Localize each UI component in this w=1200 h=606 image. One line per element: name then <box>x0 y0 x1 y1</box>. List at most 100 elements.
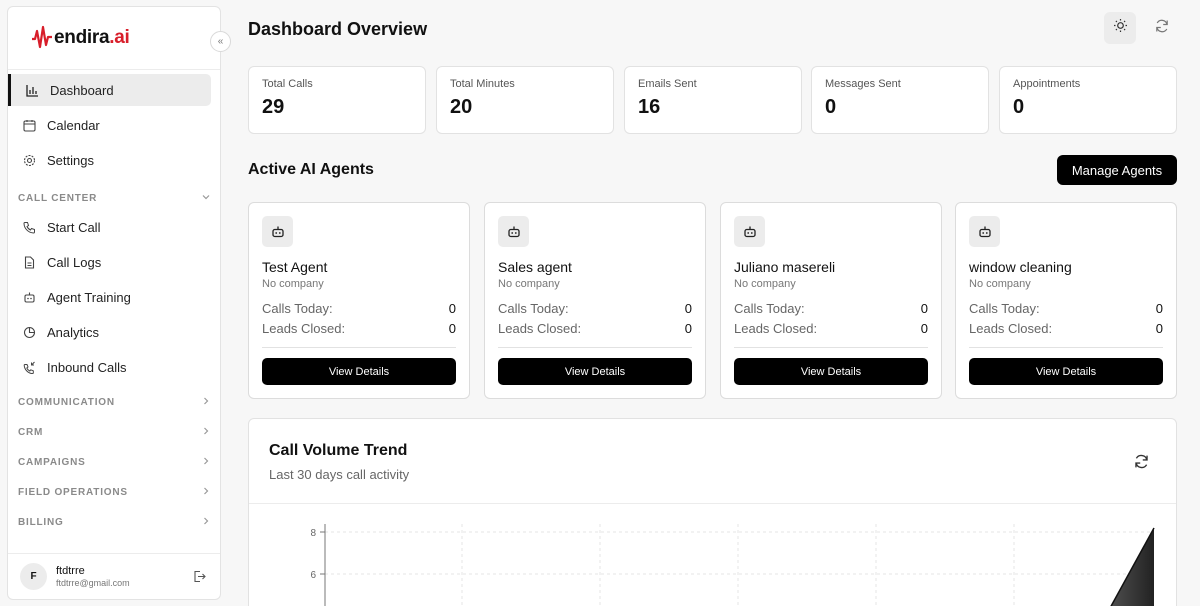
sidebar-item-inbound-calls[interactable]: Inbound Calls <box>8 351 211 383</box>
page-title: Dashboard Overview <box>248 19 428 39</box>
sidebar-item-dashboard[interactable]: Dashboard <box>8 74 211 106</box>
sidebar-item-label: Analytics <box>47 324 100 340</box>
leads-closed-row: Leads Closed: 0 <box>969 321 1163 337</box>
sidebar-item-label: Start Call <box>47 219 101 235</box>
chevron-right-icon <box>201 425 211 439</box>
sidebar-item-label: Settings <box>47 152 94 168</box>
manage-agents-button[interactable]: Manage Agents <box>1057 155 1177 185</box>
leads-closed-value: 0 <box>920 321 928 336</box>
stat-value: 29 <box>262 96 285 118</box>
y-tick-label: 6 <box>310 570 316 581</box>
sidebar: endira.ai « Dashboard Calendar Settings … <box>7 6 231 600</box>
refresh-icon <box>1154 18 1170 39</box>
divider <box>734 347 928 348</box>
logo-text: endira.ai <box>54 27 130 48</box>
section-title: CALL CENTER <box>18 192 98 204</box>
robot-icon <box>969 216 1000 247</box>
calls-today-row: Calls Today: 0 <box>734 301 928 317</box>
section-field-operations[interactable]: FIELD OPERATIONS <box>18 483 211 501</box>
call-volume-chart: 8 6 <box>310 524 1155 606</box>
leads-closed-label: Leads Closed: <box>969 321 1053 336</box>
section-crm[interactable]: CRM <box>18 423 211 441</box>
sidebar-item-agent-training[interactable]: Agent Training <box>8 281 211 313</box>
section-title: CRM <box>18 426 44 438</box>
sidebar-item-label: Call Logs <box>47 254 102 270</box>
stat-card-emails-sent: Emails Sent 16 <box>624 66 802 134</box>
user-info: ftdtrre ftdtrre@gmail.com <box>56 565 130 589</box>
section-communication[interactable]: COMMUNICATION <box>18 393 211 411</box>
view-details-button[interactable]: View Details <box>498 358 692 385</box>
agent-company: No company <box>734 278 796 290</box>
document-icon <box>22 255 36 269</box>
stat-value: 0 <box>825 96 837 118</box>
view-details-button[interactable]: View Details <box>734 358 928 385</box>
avatar[interactable]: F <box>20 563 47 590</box>
gear-icon <box>22 153 36 167</box>
agent-name: Sales agent <box>498 259 572 275</box>
call-volume-chart-card: Call Volume Trend Last 30 days call acti… <box>248 418 1177 606</box>
sidebar-item-settings[interactable]: Settings <box>8 144 211 176</box>
stat-card-total-calls: Total Calls 29 <box>248 66 426 134</box>
user-name: ftdtrre <box>56 564 85 577</box>
divider <box>8 69 220 70</box>
pie-chart-icon <box>22 325 36 339</box>
robot-icon <box>262 216 293 247</box>
leads-closed-row: Leads Closed: 0 <box>262 321 456 337</box>
chevron-right-icon <box>201 395 211 409</box>
stat-label: Emails Sent <box>638 78 697 90</box>
theme-toggle-button[interactable] <box>1104 12 1136 44</box>
section-title: CAMPAIGNS <box>18 456 86 468</box>
sidebar-item-analytics[interactable]: Analytics <box>8 316 211 348</box>
chart-title: Call Volume Trend <box>269 442 408 459</box>
user-email: ftdtrre@gmail.com <box>56 577 130 588</box>
stat-label: Messages Sent <box>825 78 901 90</box>
logo[interactable]: endira.ai <box>32 25 130 51</box>
sidebar-item-calendar[interactable]: Calendar <box>8 109 211 141</box>
section-campaigns[interactable]: CAMPAIGNS <box>18 453 211 471</box>
area-series <box>1111 528 1154 606</box>
view-details-button[interactable]: View Details <box>262 358 456 385</box>
leads-closed-label: Leads Closed: <box>262 321 346 336</box>
phone-icon <box>22 220 36 234</box>
chart-grid <box>325 524 1154 606</box>
agent-card: Test Agent No company Calls Today: 0 Lead… <box>248 202 470 399</box>
sidebar-item-label: Inbound Calls <box>47 359 127 375</box>
robot-icon <box>498 216 529 247</box>
calls-today-value: 0 <box>684 301 692 316</box>
calls-today-value: 0 <box>920 301 928 316</box>
double-chevron-left-icon: « <box>217 36 224 47</box>
calls-today-label: Calls Today: <box>262 301 333 316</box>
section-title: FIELD OPERATIONS <box>18 486 128 498</box>
chevron-right-icon <box>201 515 211 529</box>
chevron-right-icon <box>201 485 211 499</box>
divider <box>249 503 1176 504</box>
calls-today-label: Calls Today: <box>969 301 1040 316</box>
stat-card-appointments: Appointments 0 <box>999 66 1177 134</box>
stat-label: Total Calls <box>262 78 313 90</box>
leads-closed-row: Leads Closed: 0 <box>498 321 692 337</box>
collapse-sidebar-button[interactable]: « <box>210 31 231 52</box>
stat-value: 16 <box>638 96 661 118</box>
user-profile: F ftdtrre ftdtrre@gmail.com <box>8 553 220 599</box>
refresh-icon[interactable] <box>1133 453 1150 475</box>
section-title: BILLING <box>18 516 64 528</box>
agent-name: Test Agent <box>262 259 328 275</box>
logout-icon[interactable] <box>193 570 206 588</box>
calls-today-row: Calls Today: 0 <box>262 301 456 317</box>
stat-label: Total Minutes <box>450 78 515 90</box>
section-call-center[interactable]: CALL CENTER <box>18 189 211 207</box>
chart-subtitle: Last 30 days call activity <box>269 467 410 482</box>
stat-card-messages-sent: Messages Sent 0 <box>811 66 989 134</box>
agent-card: Sales agent No company Calls Today: 0 Lea… <box>484 202 706 399</box>
agent-name: window cleaning <box>969 259 1072 275</box>
phone-incoming-icon <box>22 360 36 374</box>
view-details-button[interactable]: View Details <box>969 358 1163 385</box>
calls-today-label: Calls Today: <box>498 301 569 316</box>
divider <box>262 347 456 348</box>
stat-card-total-minutes: Total Minutes 20 <box>436 66 614 134</box>
refresh-button[interactable] <box>1146 12 1178 44</box>
divider <box>969 347 1163 348</box>
sidebar-item-start-call[interactable]: Start Call <box>8 211 211 243</box>
sidebar-item-call-logs[interactable]: Call Logs <box>8 246 211 278</box>
section-billing[interactable]: BILLING <box>18 513 211 531</box>
